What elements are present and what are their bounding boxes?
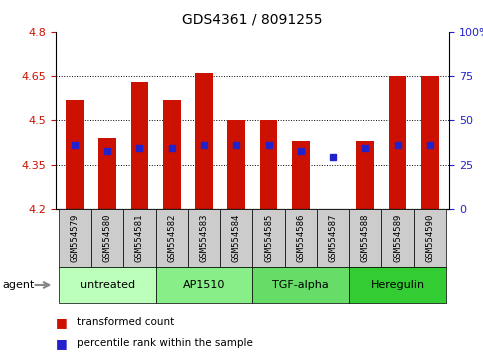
- Bar: [156, 209, 188, 267]
- Text: GDS4361 / 8091255: GDS4361 / 8091255: [182, 12, 323, 27]
- Text: GSM554589: GSM554589: [393, 214, 402, 262]
- Bar: [66, 100, 84, 209]
- Text: GSM554582: GSM554582: [167, 214, 176, 262]
- Text: ■: ■: [56, 337, 71, 350]
- Bar: [59, 267, 156, 303]
- Bar: [421, 76, 439, 209]
- Bar: [389, 76, 406, 209]
- Bar: [130, 82, 148, 209]
- Text: GSM554587: GSM554587: [328, 214, 338, 262]
- Text: AP1510: AP1510: [183, 280, 225, 290]
- Text: GSM554581: GSM554581: [135, 214, 144, 262]
- Text: GSM554585: GSM554585: [264, 214, 273, 262]
- Bar: [349, 209, 382, 267]
- Bar: [123, 209, 156, 267]
- Bar: [163, 100, 181, 209]
- Text: TGF-alpha: TGF-alpha: [272, 280, 329, 290]
- Text: ■: ■: [56, 316, 71, 329]
- Bar: [195, 73, 213, 209]
- Bar: [349, 267, 446, 303]
- Bar: [253, 209, 284, 267]
- Bar: [317, 209, 349, 267]
- Bar: [356, 141, 374, 209]
- Bar: [156, 267, 253, 303]
- Bar: [253, 267, 349, 303]
- Text: percentile rank within the sample: percentile rank within the sample: [77, 338, 253, 348]
- Text: GSM554586: GSM554586: [296, 214, 305, 262]
- Bar: [414, 209, 446, 267]
- Text: GSM554590: GSM554590: [426, 214, 434, 262]
- Bar: [382, 209, 414, 267]
- Bar: [284, 209, 317, 267]
- Text: transformed count: transformed count: [77, 317, 174, 327]
- Bar: [91, 209, 123, 267]
- Bar: [59, 209, 91, 267]
- Text: GSM554588: GSM554588: [361, 214, 370, 262]
- Bar: [292, 141, 310, 209]
- Text: GSM554583: GSM554583: [199, 214, 209, 262]
- Text: agent: agent: [2, 280, 35, 290]
- Bar: [99, 138, 116, 209]
- Text: GSM554580: GSM554580: [103, 214, 112, 262]
- Text: Heregulin: Heregulin: [370, 280, 425, 290]
- Text: untreated: untreated: [80, 280, 135, 290]
- Bar: [220, 209, 253, 267]
- Bar: [188, 209, 220, 267]
- Bar: [227, 120, 245, 209]
- Text: GSM554579: GSM554579: [71, 214, 79, 262]
- Bar: [260, 120, 277, 209]
- Text: GSM554584: GSM554584: [232, 214, 241, 262]
